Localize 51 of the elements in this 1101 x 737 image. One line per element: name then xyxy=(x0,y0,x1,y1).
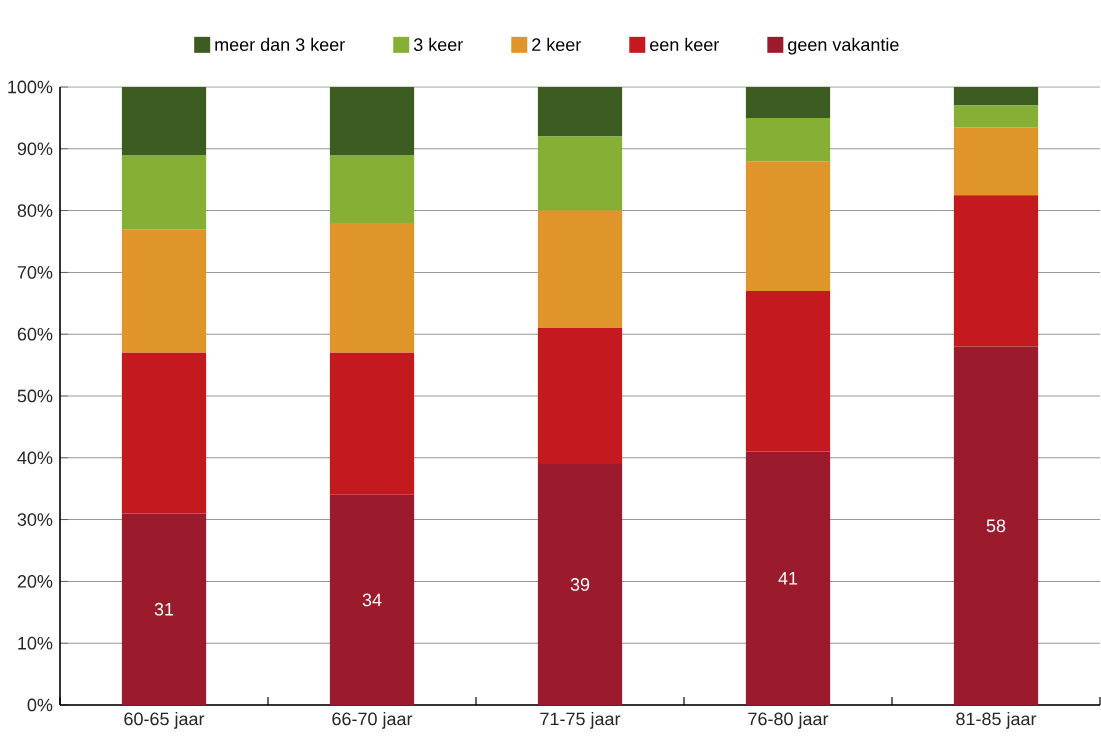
x-tick-label: 60-65 jaar xyxy=(124,712,205,729)
bar xyxy=(537,136,623,211)
y-tick-label: 40% xyxy=(17,451,53,465)
y-tick-label: 90% xyxy=(17,142,53,156)
bar xyxy=(121,154,207,230)
bar xyxy=(329,222,415,353)
y-tick-label: 20% xyxy=(17,575,53,588)
legend-label: 2 keer xyxy=(532,37,581,52)
bar xyxy=(745,451,831,705)
x-tick-label: 76-80 jaar xyxy=(748,712,829,729)
bar xyxy=(745,117,831,162)
bar xyxy=(329,494,415,705)
y-tick-label: 10% xyxy=(18,636,53,650)
bar xyxy=(537,328,623,464)
data-label: 39 xyxy=(570,578,590,591)
bar xyxy=(121,229,207,353)
bar xyxy=(745,86,831,118)
legend-label: geen vakantie xyxy=(788,37,899,55)
bar xyxy=(953,346,1039,705)
legend-label: een keer xyxy=(650,37,720,52)
data-label: 58 xyxy=(986,519,1006,533)
bar xyxy=(121,513,207,705)
legend-label: meer dan 3 keer xyxy=(215,37,345,52)
y-tick-label: 0% xyxy=(27,698,53,712)
bar xyxy=(537,86,623,137)
y-tick-label: 60% xyxy=(17,327,53,341)
bar xyxy=(121,86,207,155)
legend-label: 3 keer xyxy=(413,37,463,52)
y-tick-label: 30% xyxy=(17,513,53,526)
y-tick-label: 50% xyxy=(17,389,53,403)
bar xyxy=(953,86,1039,106)
bar xyxy=(745,290,831,452)
bar xyxy=(329,352,415,495)
bar xyxy=(329,86,415,155)
bar xyxy=(537,463,623,705)
bar xyxy=(537,210,623,328)
y-tick-label: 80% xyxy=(17,204,53,217)
bar xyxy=(329,154,415,223)
bar xyxy=(121,352,207,514)
x-tick-label: 66-70 jaar xyxy=(332,712,413,729)
bar xyxy=(953,105,1039,128)
x-tick-label: 81-85 jaar xyxy=(956,712,1037,729)
x-tick-label: 71-75 jaar xyxy=(540,712,621,729)
data-label: 41 xyxy=(778,572,798,585)
bar xyxy=(953,127,1039,196)
y-tick-label: 100% xyxy=(8,80,53,94)
y-tick-label: 70% xyxy=(17,266,53,279)
data-label: 31 xyxy=(154,602,174,616)
bar xyxy=(953,195,1039,347)
bar xyxy=(745,161,831,291)
data-label: 34 xyxy=(362,593,382,607)
